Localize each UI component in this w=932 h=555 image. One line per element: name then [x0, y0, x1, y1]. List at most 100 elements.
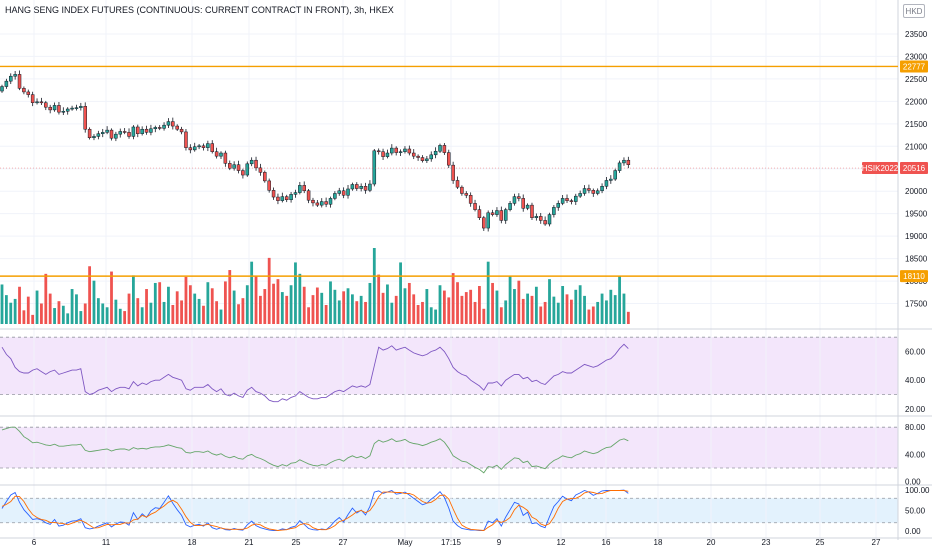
stoch-tick-label: 0.00 — [905, 527, 921, 536]
candle-body — [499, 210, 504, 221]
volume-bar — [324, 305, 328, 324]
time-tick-label: 21 — [245, 538, 254, 547]
candle-body — [13, 74, 17, 77]
volume-bar — [394, 295, 398, 324]
volume-bar — [618, 276, 621, 324]
volume-bar — [114, 299, 118, 324]
volume-bar — [364, 301, 367, 324]
candle-body — [350, 184, 355, 190]
volume-bar — [61, 305, 65, 324]
volume-bar — [600, 293, 604, 324]
rsi-tick-label: 20.00 — [905, 405, 926, 414]
volume-bar — [355, 301, 359, 324]
volume-bar — [83, 303, 87, 324]
candle-body — [582, 188, 587, 194]
volume-bar — [298, 273, 302, 324]
candle-body — [57, 105, 61, 113]
volume-bar — [110, 271, 113, 324]
volume-bar — [175, 291, 179, 324]
candle-body — [263, 172, 267, 182]
volume-bar — [504, 300, 508, 324]
volume-bar — [79, 311, 83, 324]
volume-bar — [499, 307, 503, 324]
time-tick-label: 11 — [102, 538, 111, 547]
volume-bar — [57, 301, 61, 324]
volume-bar — [556, 302, 560, 324]
volume-bar — [307, 307, 310, 324]
candle-body — [267, 180, 271, 191]
volume-bar — [386, 284, 389, 324]
time-tick-label: 20 — [707, 538, 716, 547]
volume-bar — [574, 289, 578, 324]
candle-body — [197, 145, 201, 148]
candle-body — [482, 217, 486, 229]
candle-body — [188, 147, 193, 151]
candle-body — [390, 147, 394, 154]
candle-body — [433, 150, 438, 156]
volume-bar — [22, 310, 26, 324]
candle-body — [44, 102, 48, 108]
currency-label[interactable]: HKD — [903, 4, 925, 18]
time-tick-label: 23 — [762, 538, 771, 547]
candle-body — [333, 193, 337, 199]
volume-bar — [188, 285, 192, 324]
candle-body — [363, 186, 368, 191]
candle-body — [587, 188, 591, 191]
volume-bar — [464, 292, 468, 324]
price-tick-label: 20000 — [905, 187, 928, 196]
candle-body — [114, 133, 118, 139]
candle-body — [175, 125, 179, 130]
candle-body — [302, 185, 306, 192]
volume-bar — [280, 292, 284, 324]
candle-body — [258, 167, 263, 173]
candle-body — [293, 192, 298, 195]
candle-body — [560, 198, 565, 204]
candle-body — [201, 145, 206, 148]
volume-bar — [245, 285, 249, 324]
candle-body — [245, 163, 250, 176]
volume-bar — [9, 302, 13, 324]
candle-body — [525, 204, 530, 209]
candle-body — [306, 190, 311, 201]
candle-body — [223, 152, 228, 164]
time-tick-label: 27 — [872, 538, 881, 547]
candle-body — [136, 126, 140, 134]
time-tick-label: 25 — [816, 538, 825, 547]
price-tick-label: 22500 — [905, 75, 928, 84]
candle-body — [324, 201, 328, 205]
volume-bar — [416, 305, 420, 324]
time-axis[interactable]: 6 11 18 21 25 27 May 17:15 9 12 16 18 20 23 25 27 — [32, 538, 881, 547]
volume-bar — [66, 313, 70, 324]
candle-body — [131, 126, 136, 137]
candle-body — [368, 183, 372, 191]
volume-bar — [346, 288, 350, 324]
price-axis[interactable]: 1750018000185001900019500200002050021000… — [862, 30, 930, 536]
volume-bar — [101, 303, 105, 324]
volume-bar — [578, 285, 582, 324]
last-price-tag: 20516 — [903, 164, 926, 173]
candle-body — [30, 94, 35, 103]
candle-body — [543, 220, 547, 225]
candle-body — [0, 86, 4, 92]
candle-body — [192, 146, 197, 151]
candle-body — [109, 129, 114, 139]
volume-bar — [626, 311, 630, 324]
volume-bar — [18, 286, 21, 324]
candle-body — [144, 128, 149, 133]
volume-bar — [565, 294, 569, 324]
candle-body — [48, 106, 52, 111]
candle-body — [473, 203, 477, 210]
volume-bar — [311, 295, 315, 324]
price-tick-label: 23500 — [905, 30, 928, 39]
candle-body — [503, 209, 508, 221]
horizontal-lines[interactable] — [0, 65, 898, 277]
volume-bar — [162, 301, 166, 324]
volume-bar — [184, 276, 188, 324]
candle-body — [96, 133, 101, 137]
time-tick-label: 18 — [188, 538, 197, 547]
volume-bar — [250, 261, 254, 324]
level-upper-tag-bg — [900, 60, 928, 73]
chart-title: HANG SENG INDEX FUTURES (CONTINUOUS: CUR… — [5, 5, 394, 15]
